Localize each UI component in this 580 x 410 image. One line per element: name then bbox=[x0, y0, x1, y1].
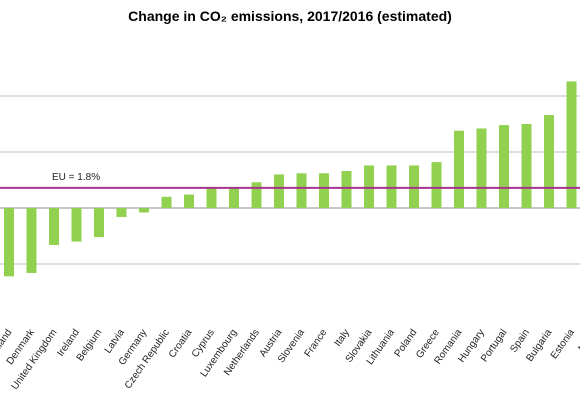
bar-germany bbox=[139, 208, 149, 213]
category-label: Malta bbox=[576, 327, 580, 354]
bar-estonia bbox=[566, 81, 577, 208]
bar-poland bbox=[409, 165, 419, 208]
bar-latvia bbox=[116, 208, 127, 217]
category-label: Estonia bbox=[549, 327, 577, 361]
bar-slovenia bbox=[296, 173, 307, 208]
chart-title: Change in CO₂ emissions, 2017/2016 (esti… bbox=[128, 8, 452, 24]
bar-greece bbox=[431, 162, 442, 208]
bar-lithuania bbox=[386, 165, 397, 208]
bar-denmark bbox=[26, 208, 37, 273]
bar-belgium bbox=[94, 208, 104, 238]
category-label: France bbox=[303, 327, 330, 359]
bar-luxembourg bbox=[229, 187, 239, 208]
eu-reference-line: EU = 1.8% bbox=[0, 172, 580, 189]
bar-finland bbox=[4, 208, 14, 277]
bar-slovakia bbox=[364, 165, 374, 208]
bar-bulgaria bbox=[544, 115, 554, 208]
bar-cyprus bbox=[206, 187, 217, 208]
bar-croatia bbox=[184, 194, 194, 208]
bar-spain bbox=[521, 124, 532, 208]
bar-romania bbox=[454, 130, 464, 208]
eu-average-label: EU = 1.8% bbox=[52, 172, 100, 183]
bar-hungary bbox=[476, 128, 487, 208]
bar-austria bbox=[274, 174, 284, 208]
category-label: Croatia bbox=[167, 327, 195, 360]
bar-portugal bbox=[499, 125, 509, 208]
bar-netherlands bbox=[251, 182, 262, 208]
bar-united-kingdom bbox=[49, 208, 59, 245]
bar-italy bbox=[341, 171, 352, 208]
bar-ireland bbox=[71, 208, 82, 242]
bar-france bbox=[319, 173, 329, 208]
bar-czech-republic bbox=[161, 196, 172, 208]
category-label: Italy bbox=[332, 327, 352, 348]
bars bbox=[4, 81, 577, 277]
